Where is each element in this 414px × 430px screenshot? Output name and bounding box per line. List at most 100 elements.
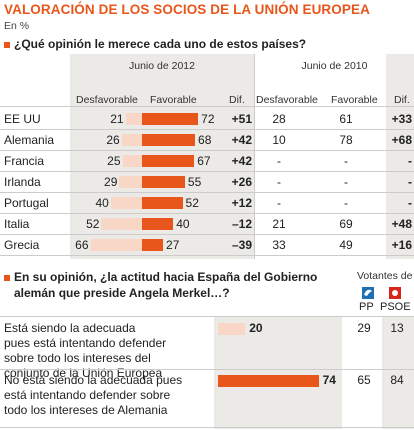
square-bullet-icon <box>4 274 10 281</box>
header-desfavorable-2012: Desfavorable <box>76 94 138 106</box>
value-dif-2010: - <box>408 154 412 168</box>
pp-label: PP <box>359 301 374 313</box>
psoe-label: PSOE <box>380 301 411 313</box>
country-label: Irlanda <box>4 175 41 189</box>
value-desfavorable-2010: - <box>277 196 281 210</box>
value-desfavorable-2010: - <box>277 154 281 168</box>
country-label: Italia <box>4 217 30 231</box>
value-favorable-2012: 27 <box>166 238 180 252</box>
table-row: Alemania 26 68 +42 10 78 +68 <box>0 131 414 149</box>
value-favorable-2012: 55 <box>187 175 202 189</box>
value-desfavorable-2010: 10 <box>272 133 286 147</box>
table-row: Italia 52 40 –12 21 69 +48 <box>0 215 414 233</box>
answer-text-line: está intentando defender sobre <box>4 388 171 402</box>
bar-total <box>218 323 246 335</box>
header-dif-2010: Dif. <box>394 94 410 106</box>
divider <box>254 54 255 259</box>
unit-label: En % <box>4 20 30 32</box>
value-dif-2012: –12 <box>231 217 252 231</box>
value-desfavorable-2010: 28 <box>272 112 286 126</box>
bar-favorable <box>142 218 174 230</box>
value-psoe: 84 <box>390 373 404 387</box>
row-divider <box>0 171 414 172</box>
row-divider <box>0 427 414 428</box>
period-2012-header: Junio de 2012 <box>129 60 195 72</box>
value-desfavorable-2012: 52 <box>86 217 100 231</box>
table-row: Francia 25 67 +42 - - - <box>0 152 414 170</box>
country-label: Grecia <box>4 238 40 252</box>
value-favorable-2010: 61 <box>339 112 353 126</box>
value-dif-2012: +51 <box>231 112 252 126</box>
row-divider <box>0 316 414 317</box>
country-label: Portugal <box>4 196 49 210</box>
value-dif-2012: –39 <box>231 238 252 252</box>
country-label: EE UU <box>4 112 41 126</box>
value-favorable-2010: 78 <box>339 133 353 147</box>
bar-favorable <box>142 113 199 125</box>
value-favorable-2010: - <box>344 154 348 168</box>
bar-favorable <box>142 155 195 167</box>
table-row: Portugal 40 52 +12 - - - <box>0 194 414 212</box>
bar-desfavorable <box>101 218 142 230</box>
psoe-logo-icon <box>389 287 401 299</box>
value-dif-2010: +33 <box>391 112 412 126</box>
value-favorable-2010: - <box>344 196 348 210</box>
value-desfavorable-2012: 21 <box>110 112 124 126</box>
question-1-text: ¿Qué opinión le merece cada uno de estos… <box>14 37 307 51</box>
value-pp: 65 <box>357 373 371 387</box>
value-dif-2010: - <box>408 196 412 210</box>
value-desfavorable-2012: 66 <box>75 238 89 252</box>
value-pp: 29 <box>357 321 371 335</box>
answer-text-line: No está siendo la adecuada pues <box>4 373 183 387</box>
chart-title: VALORACIÓN DE LOS SOCIOS DE LA UNIÓN EUR… <box>4 2 370 17</box>
value-psoe: 13 <box>390 321 404 335</box>
shade-2010-dif <box>386 54 414 259</box>
country-label: Alemania <box>4 133 55 147</box>
question-2-line-2: alemán que preside Angela Merkel…? <box>14 286 230 300</box>
votantes-label: Votantes de <box>357 270 413 282</box>
value-favorable-2010: 49 <box>339 238 353 252</box>
value-dif-2012: +42 <box>231 133 252 147</box>
table-row: EE UU 21 72 +51 28 61 +33 <box>0 110 414 128</box>
bar-desfavorable <box>119 176 142 188</box>
value-desfavorable-2012: 29 <box>104 175 118 189</box>
bar-favorable <box>142 197 183 209</box>
value-dif-2010: - <box>408 175 412 189</box>
bar-favorable <box>142 239 164 251</box>
question-2-line-1: En su opinión, ¿la actitud hacia España … <box>4 270 317 284</box>
shade-psoe-column <box>382 317 414 429</box>
table-row: Irlanda 29 55 +26 - - - <box>0 173 414 191</box>
question-1: ¿Qué opinión le merece cada uno de estos… <box>4 37 306 51</box>
shade-total-column <box>214 317 342 429</box>
square-bullet-icon <box>4 41 10 48</box>
value-favorable-2012: 68 <box>198 133 212 147</box>
bar-total <box>218 375 319 387</box>
value-desfavorable-2010: 33 <box>272 238 286 252</box>
value-dif-2012: +12 <box>231 196 252 210</box>
bar-desfavorable <box>90 239 142 251</box>
header-desfavorable-2010: Desfavorable <box>256 94 318 106</box>
header-favorable-2012: Favorable <box>150 94 197 106</box>
value-dif-2010: +48 <box>391 217 412 231</box>
value-favorable-2012: 52 <box>185 196 199 210</box>
question-2-text: En su opinión, ¿la actitud hacia España … <box>14 270 318 284</box>
row-divider <box>0 213 414 214</box>
value-dif-2012: +26 <box>231 175 252 189</box>
table-row: Grecia 66 27 –39 33 49 +16 <box>0 236 414 254</box>
value-favorable-2012: 72 <box>201 112 215 126</box>
row-divider <box>0 255 414 256</box>
answer-text-line: todo los intereses de Alemania <box>4 403 168 417</box>
row-divider <box>0 192 414 193</box>
value-dif-2010: +16 <box>391 238 412 252</box>
value-desfavorable-2012: 26 <box>106 133 120 147</box>
row-divider <box>0 234 414 235</box>
value-desfavorable-2010: 21 <box>272 217 286 231</box>
period-2010-header: Junio de 2010 <box>301 60 368 72</box>
bar-favorable <box>142 176 185 188</box>
bar-desfavorable <box>121 134 142 146</box>
bar-desfavorable <box>110 197 142 209</box>
header-dif-2012: Dif. <box>229 94 245 106</box>
country-label: Francia <box>4 154 45 168</box>
value-desfavorable-2012: 40 <box>95 196 109 210</box>
answer-text-line: Está siendo la adecuada <box>4 321 136 335</box>
